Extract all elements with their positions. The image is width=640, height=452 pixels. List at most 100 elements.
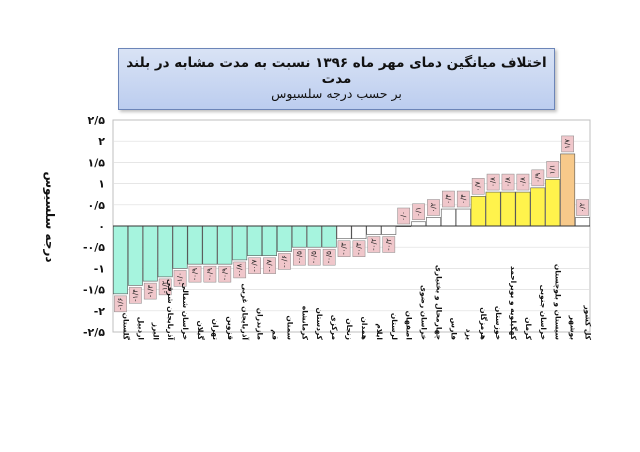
bar <box>321 225 337 248</box>
data-label: ۰/۷ <box>474 181 482 191</box>
data-label-box <box>561 135 575 153</box>
bar <box>217 225 233 265</box>
data-label: -۰/۲ <box>370 238 378 251</box>
bar <box>247 225 263 256</box>
category-label: لرستان <box>390 313 399 340</box>
category-label: تهران <box>211 319 220 341</box>
bar <box>485 191 501 227</box>
category-label: آذربایجان غربی <box>241 283 251 340</box>
data-label: -۰/۳ <box>355 242 363 255</box>
bar <box>455 208 471 227</box>
data-label: ۰/۲ <box>429 202 437 212</box>
bar <box>545 179 561 227</box>
category-label: قزوین <box>226 316 235 340</box>
bar <box>187 225 203 265</box>
data-label: -۰/۳ <box>340 242 348 255</box>
data-label: -۰/۵ <box>325 251 333 264</box>
category-label: زنجان <box>345 318 354 340</box>
y-tick-label: -۲/۵ <box>83 326 105 339</box>
data-label: -۱/۰ <box>176 272 184 284</box>
data-label-box <box>501 173 515 191</box>
bar <box>202 225 218 265</box>
chart-title-box: اختلاف میانگین دمای مهر ماه ۱۳۹۶ نسبت به… <box>118 48 555 110</box>
category-label: کهگیلویه و بویراحمد <box>509 266 518 341</box>
bar <box>440 208 456 227</box>
data-label-box <box>307 248 321 266</box>
bar <box>560 153 576 227</box>
data-label-box <box>322 248 336 266</box>
y-tick-label: -۰/۵ <box>83 241 105 254</box>
category-label: گیلان <box>196 320 205 340</box>
category-label: خوزستان <box>494 306 503 340</box>
bar <box>515 191 531 227</box>
category-label: سیستان و بلوچستان <box>554 264 563 340</box>
data-label: -۰/۷ <box>251 259 259 272</box>
y-tick-label: ۲/۵ <box>88 114 106 127</box>
data-label-box <box>352 240 366 257</box>
bar <box>291 225 307 248</box>
bar <box>127 225 143 286</box>
category-label: خراسان شمالی <box>181 283 190 340</box>
data-label: -۰/۵ <box>295 251 303 264</box>
bar <box>470 196 486 227</box>
category-label: چهارمحال و بختیاری <box>434 265 443 340</box>
bar <box>172 225 188 269</box>
data-label: ۱/۷ <box>564 139 572 149</box>
data-label-box <box>367 236 381 253</box>
category-label: البرز <box>151 322 160 340</box>
data-label-box <box>471 178 485 195</box>
bar <box>262 225 277 256</box>
category-label: فارس <box>449 318 458 340</box>
data-label: -۰/۵ <box>310 251 318 264</box>
y-tick-label: ۰ <box>98 220 105 233</box>
data-label: -۱/۴ <box>131 289 139 302</box>
data-label-box <box>233 261 247 279</box>
data-label-box <box>427 199 440 216</box>
y-tick-label: ۱/۵ <box>88 156 106 169</box>
data-label: -۱/۳ <box>146 285 154 298</box>
category-label: خراسان جنوبی <box>539 285 548 340</box>
y-tick-label: -۲ <box>94 305 106 318</box>
category-label: کرمان <box>524 317 533 341</box>
bar <box>366 225 382 235</box>
data-label-box <box>531 169 545 187</box>
bar <box>381 225 397 235</box>
y-tick-label: -۱/۵ <box>83 284 105 297</box>
category-label: اردبیل <box>136 317 145 340</box>
y-tick-label: ۰/۵ <box>88 199 106 212</box>
bar <box>336 225 352 240</box>
data-label-box <box>546 161 560 178</box>
bar <box>500 191 516 227</box>
y-tick-label: -۱ <box>94 262 105 275</box>
data-label-box <box>188 265 202 283</box>
chart-subtitle: بر حسب درجه سلسیوس <box>271 86 402 101</box>
bar <box>232 225 248 261</box>
data-label-box <box>486 173 500 191</box>
bar <box>112 225 128 295</box>
category-label: یزد <box>464 329 473 341</box>
data-label-box <box>278 253 291 270</box>
category-label: سمنان <box>285 315 294 340</box>
bar <box>530 187 546 227</box>
category-label: مازندران <box>256 308 265 341</box>
category-label: کرمانشاه <box>300 306 309 341</box>
data-labels-layer: -۱/۶ -۱/۴ -۱/۳ -۱/۲ -۱/۰ -۰/۹ -۰/۹ -۰/۹ -۰/۸ -۰/۷… <box>114 135 589 313</box>
data-label: ۰/۸ <box>489 177 497 187</box>
data-label: -۱/۲ <box>161 280 169 293</box>
category-label: کل کشور <box>584 304 593 340</box>
data-label: -۰/۹ <box>206 268 214 281</box>
bar <box>276 225 292 252</box>
data-label: -۰/۶ <box>280 255 288 268</box>
bar <box>351 225 367 240</box>
data-label: ۰/۸ <box>519 177 527 187</box>
data-label-box <box>203 265 217 283</box>
category-label: خراسان رضوی <box>420 285 429 340</box>
data-label-box <box>516 173 530 191</box>
data-label-box <box>397 207 411 225</box>
chart-title: اختلاف میانگین دمای مهر ماه ۱۳۹۶ نسبت به… <box>126 55 547 87</box>
data-label: -۰/۹ <box>191 268 199 281</box>
tick-labels-layer: ۲/۵ ۲ ۱/۵ ۱ ۰/۵ ۰ -۰/۵ -۱ -۱/۵ -۲ -۲/۵ <box>83 114 105 339</box>
data-label-box <box>412 203 425 221</box>
category-labels-layer: گلستان اردبیل البرز آذربایجان شرقی خراسان شم… <box>121 264 592 341</box>
